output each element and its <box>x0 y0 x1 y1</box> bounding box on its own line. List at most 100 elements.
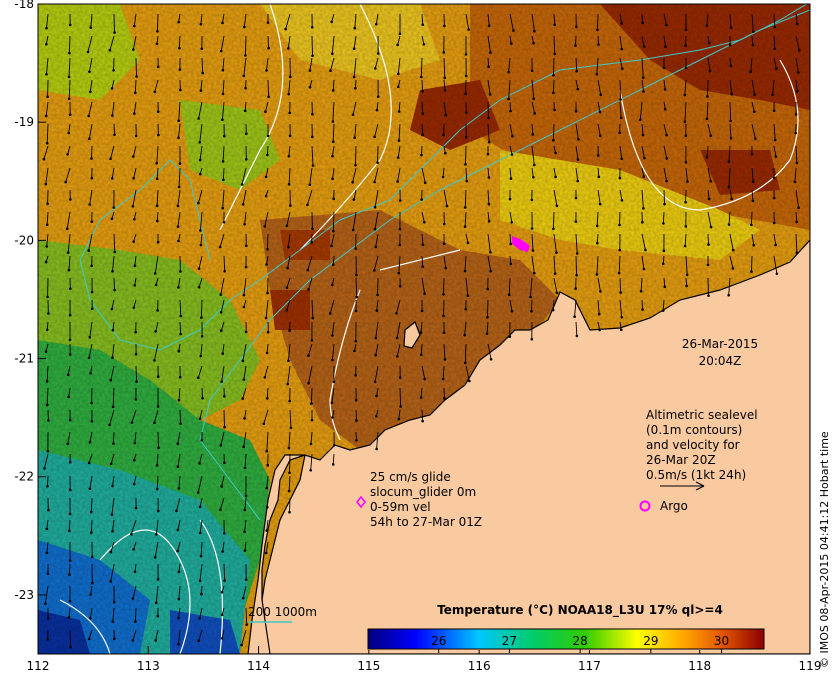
velocity-vector <box>177 541 181 552</box>
velocity-vector-head <box>243 530 246 534</box>
velocity-vector-head <box>575 69 578 73</box>
velocity-vector-head <box>775 272 779 276</box>
velocity-vector <box>421 167 426 183</box>
velocity-vector-head <box>244 54 247 57</box>
velocity-vector <box>178 607 181 618</box>
velocity-vector-head <box>68 573 71 576</box>
velocity-vector-head <box>441 377 445 381</box>
velocity-vector-head <box>396 180 399 183</box>
velocity-vector <box>707 211 712 228</box>
velocity-vector-head <box>68 338 72 342</box>
velocity-vector <box>421 123 424 135</box>
velocity-vector-head <box>665 133 668 137</box>
velocity-vector-head <box>665 23 668 27</box>
velocity-vector <box>508 79 511 100</box>
colorbar-tick-label: 30 <box>714 634 729 648</box>
velocity-vector-head <box>352 75 356 79</box>
velocity-vector-head <box>486 315 489 319</box>
velocity-vector-head <box>198 579 202 583</box>
velocity-vector <box>596 255 599 275</box>
velocity-vector-head <box>665 157 669 160</box>
velocity-vector <box>133 101 137 114</box>
velocity-vector-head <box>620 22 623 25</box>
velocity-vector-head <box>531 249 535 252</box>
velocity-vector-head <box>644 248 647 252</box>
velocity-vector <box>153 343 159 361</box>
velocity-vector-head <box>707 294 710 298</box>
velocity-vector <box>199 453 203 464</box>
x-tick-label: 118 <box>688 659 711 673</box>
velocity-vector-head <box>598 110 602 114</box>
velocity-vector-head <box>287 92 291 96</box>
velocity-vector-head <box>264 316 268 320</box>
velocity-vector-head <box>220 329 223 332</box>
velocity-vector-head <box>155 204 159 207</box>
velocity-vector-head <box>443 76 447 80</box>
velocity-vector-head <box>442 331 446 335</box>
velocity-vector-head <box>264 175 268 179</box>
velocity-vector-head <box>64 180 67 184</box>
velocity-vector <box>729 101 732 121</box>
velocity-vector <box>154 541 159 558</box>
velocity-vector <box>773 57 777 69</box>
sealevel-contour <box>199 519 224 654</box>
velocity-vector-head <box>423 220 426 224</box>
velocity-vector-head <box>111 270 114 273</box>
velocity-vector <box>795 79 798 92</box>
velocity-vector-head <box>421 243 425 246</box>
velocity-vector-head <box>43 467 46 470</box>
velocity-vector <box>751 189 754 201</box>
x-tick-label: 113 <box>137 659 160 673</box>
velocity-vector <box>397 167 401 182</box>
velocity-vector-head <box>727 293 730 297</box>
velocity-vector-head <box>354 309 358 313</box>
velocity-vector-head <box>398 227 402 231</box>
velocity-vector-head <box>375 415 378 418</box>
velocity-vector-head <box>243 508 247 512</box>
velocity-vector-head <box>156 509 160 513</box>
velocity-vector-head <box>620 199 624 202</box>
velocity-vector-head <box>133 441 137 445</box>
velocity-vector-head <box>641 21 644 25</box>
velocity-vector <box>641 57 644 78</box>
velocity-vector-head <box>245 132 248 135</box>
velocity-vector <box>266 343 269 353</box>
velocity-vector <box>375 13 379 25</box>
velocity-vector-head <box>90 531 93 534</box>
velocity-vector <box>751 13 754 32</box>
velocity-vector-head <box>598 202 602 206</box>
velocity-vector-head <box>576 158 580 161</box>
map-plot-area <box>38 4 810 654</box>
velocity-vector-head <box>287 182 291 186</box>
velocity-vector-head <box>197 117 200 120</box>
velocity-vector-head <box>685 273 689 277</box>
velocity-vector-head <box>331 52 334 56</box>
velocity-vector-head <box>156 240 160 244</box>
velocity-vector-head <box>355 273 358 277</box>
velocity-vector <box>531 13 535 32</box>
velocity-vector <box>531 79 535 99</box>
velocity-vector-head <box>199 23 203 26</box>
velocity-vector-head <box>373 135 376 139</box>
velocity-vector-head <box>331 140 335 143</box>
velocity-vector-head <box>373 380 377 384</box>
velocity-vector <box>134 79 137 93</box>
velocity-vector-head <box>46 617 50 620</box>
velocity-vector-head <box>68 559 72 562</box>
velocity-vector-head <box>489 269 493 273</box>
velocity-vector-head <box>153 421 156 425</box>
velocity-vector-head <box>376 95 380 98</box>
velocity-vector <box>597 35 599 45</box>
velocity-vector <box>773 233 777 245</box>
velocity-vector <box>266 519 269 531</box>
velocity-vector <box>287 233 291 248</box>
velocity-vector-head <box>222 178 225 181</box>
velocity-vector-head <box>665 179 668 183</box>
velocity-vector-head <box>67 268 71 272</box>
velocity-vector <box>200 13 203 25</box>
velocity-vector-head <box>597 312 601 316</box>
velocity-vector-head <box>771 93 774 97</box>
velocity-vector-head <box>464 163 467 166</box>
velocity-vector-head <box>374 67 377 70</box>
velocity-vector <box>113 233 116 252</box>
